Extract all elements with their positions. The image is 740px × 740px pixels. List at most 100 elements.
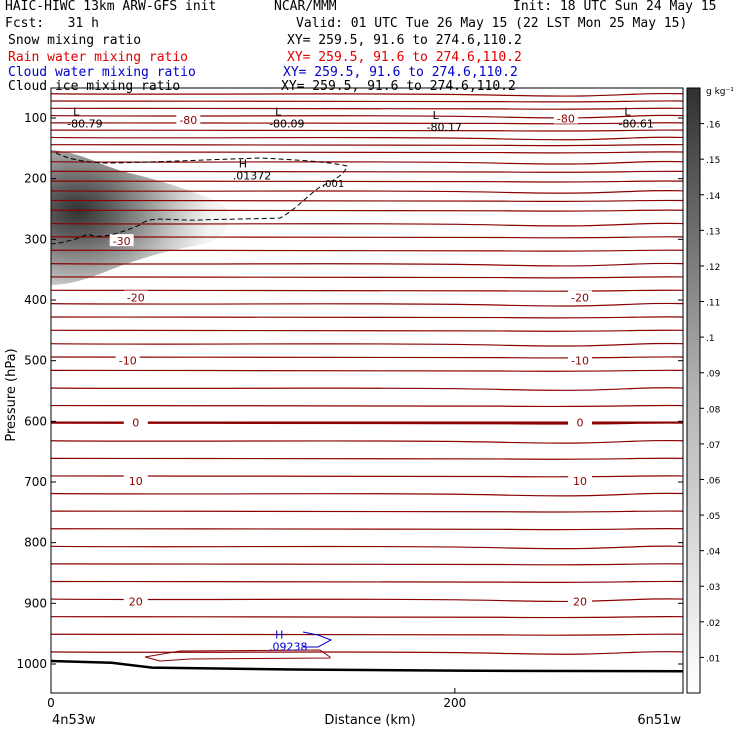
temperature-contour (51, 222, 683, 227)
temperature-contour (51, 199, 683, 203)
temperature-label-bg (568, 473, 593, 486)
temperature-label-bg (568, 594, 593, 607)
temperature-label: -80 (179, 114, 197, 127)
temperature-label: -80 (557, 113, 575, 126)
plot-frame (50, 87, 684, 694)
institution-label: NCAR/MMM (274, 0, 337, 14)
colorbar-tick-label: .05 (706, 512, 720, 522)
endpoint-left: 4n53w (52, 713, 96, 728)
ground-surface-line (50, 659, 684, 673)
temperature-label: 0 (132, 417, 139, 430)
colorbar-tick-label: .1 (706, 334, 715, 344)
cloud-water-contour (302, 631, 333, 648)
y-tick-label: 400 (24, 293, 47, 307)
temperature-label-bg (176, 112, 201, 125)
cloud-ice-shading (51, 150, 230, 285)
snow-mixing-contour (51, 152, 348, 245)
colorbar-tick-label: .08 (706, 405, 721, 415)
colorbar-tick-label: .16 (706, 121, 721, 131)
colorbar-tick-label: .03 (706, 583, 720, 593)
temperature-label-bg (568, 415, 593, 428)
temperature-label-bg (123, 290, 148, 303)
temperature-contour (51, 209, 683, 212)
temperature-label-bg (123, 415, 148, 428)
y-tick-label: 200 (24, 172, 47, 186)
extremum-value: .01372 (233, 170, 271, 183)
y-tick-label: 600 (24, 414, 47, 428)
x-tick-label: 200 (443, 696, 466, 710)
extremum-value: -80.61 (618, 118, 653, 131)
field-xy-cloud-water: XY= 259.5, 91.6 to 274.6,110.2 (283, 65, 518, 80)
colorbar-unit: g kg⁻¹ (706, 87, 734, 97)
temperature-contour (51, 180, 683, 183)
temperature-contour (51, 92, 683, 97)
temperature-contour (51, 651, 683, 655)
temperature-contour (51, 122, 683, 125)
temperature-label: -20 (127, 292, 145, 305)
temperature-contour (51, 633, 683, 636)
temperature-label: -20 (571, 292, 589, 305)
field-label-snow: Snow mixing ratio (8, 33, 142, 48)
endpoint-right: 6n51w (637, 713, 681, 728)
temperature-contour (51, 545, 683, 550)
colorbar-tick-label: .04 (706, 548, 721, 558)
temperature-contour (51, 100, 683, 103)
temperature-label-bg (553, 111, 578, 124)
temperature-contour (51, 369, 683, 372)
colorbar-tick-label: .09 (706, 370, 721, 380)
temperature-contour (51, 404, 683, 408)
temperature-contour (51, 289, 683, 292)
temperature-contour (51, 107, 683, 110)
temperature-label-bg (115, 353, 140, 366)
temperature-contour (51, 151, 683, 154)
extremum-marker: H (239, 158, 247, 171)
temperature-label-bg (568, 290, 593, 303)
colorbar-tick-label: .02 (706, 619, 720, 629)
temperature-contour (51, 114, 683, 119)
temperature-contour (51, 615, 683, 619)
y-axis-label: Pressure (hPa) (4, 348, 19, 441)
plot-title: HAIC-HIWC 13km ARW-GFS init (5, 0, 217, 14)
temperature-label-bg (123, 473, 148, 486)
temperature-contour (51, 329, 683, 332)
extremum-marker: L (275, 106, 282, 119)
temperature-label: 10 (573, 475, 587, 488)
temperature-contour (51, 492, 683, 497)
temperature-contour (51, 170, 683, 173)
temperature-label-bg (123, 594, 148, 607)
rain-water-contour (144, 649, 331, 662)
extremum-value: -80.79 (67, 118, 102, 131)
temperature-contour (51, 528, 683, 531)
extremum-value: .09238 (269, 641, 308, 654)
field-xy-rain: XY= 259.5, 91.6 to 274.6,110.2 (287, 50, 522, 65)
temperature-contour (51, 129, 683, 132)
temperature-label: -10 (571, 355, 589, 368)
colorbar (686, 87, 701, 694)
extremum-marker: H (275, 629, 283, 642)
temperature-contour (51, 262, 683, 267)
colorbar-tick-label: .12 (706, 263, 720, 273)
y-tick-label: 100 (24, 111, 47, 125)
temperature-label: 0 (577, 417, 584, 430)
temperature-label-bg (568, 353, 593, 366)
extremum-marker: L (73, 106, 80, 119)
extremum-value: -80.09 (269, 118, 304, 131)
temperature-contour (51, 439, 683, 444)
field-xy-cloud-ice: XY= 259.5, 91.6 to 274.6,110.2 (281, 79, 516, 94)
colorbar-tick-label: .11 (706, 299, 720, 309)
field-xy-snow: XY= 259.5, 91.6 to 274.6,110.2 (287, 33, 522, 48)
y-tick-label: 300 (24, 232, 47, 246)
colorbar-tick-label: .14 (706, 192, 721, 202)
colorbar-tick-label: .06 (706, 476, 721, 486)
y-tick-label: 800 (24, 536, 47, 550)
temperature-contour (51, 598, 683, 603)
extremum-marker: L (433, 109, 440, 122)
colorbar-tick-label: .15 (706, 156, 720, 166)
temperature-contour (51, 136, 683, 141)
temperature-contour (51, 563, 683, 566)
temperature-label: 10 (129, 475, 143, 488)
x-axis-label: Distance (km) (324, 713, 415, 728)
colorbar-tick-label: .01 (706, 654, 720, 664)
field-label-rain: Rain water mixing ratio (8, 50, 189, 65)
temperature-label: -10 (119, 355, 137, 368)
